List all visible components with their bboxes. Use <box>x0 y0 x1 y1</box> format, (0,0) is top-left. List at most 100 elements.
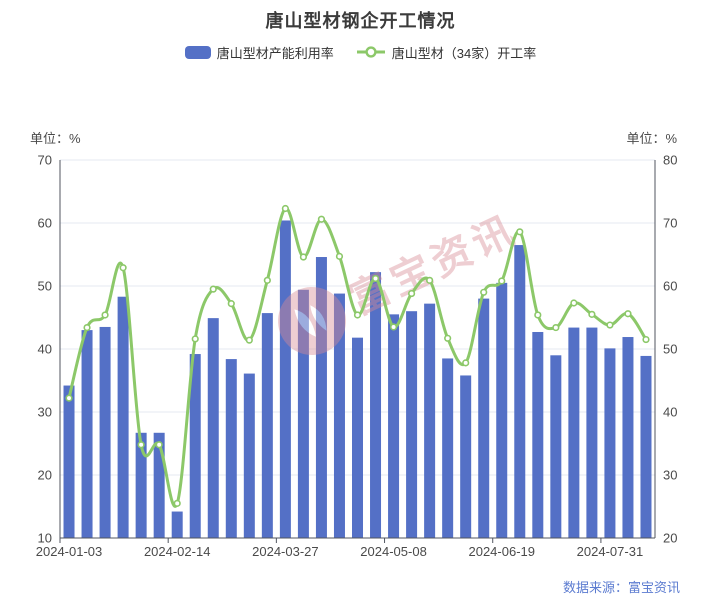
line-point[interactable] <box>245 336 253 344</box>
left-axis-tick-label: 70 <box>38 153 52 168</box>
watermark-logo-icon <box>278 287 346 355</box>
line-point[interactable] <box>299 253 308 261</box>
line-series <box>67 206 648 508</box>
line-point[interactable] <box>570 299 578 307</box>
line-point[interactable] <box>444 334 452 342</box>
line-point[interactable] <box>498 277 506 285</box>
line-point[interactable] <box>281 204 289 213</box>
bar[interactable] <box>478 298 490 538</box>
bar[interactable] <box>352 337 363 538</box>
bar[interactable] <box>171 511 183 538</box>
bar[interactable] <box>117 296 129 538</box>
line-point[interactable] <box>101 311 109 319</box>
bar[interactable] <box>135 432 147 538</box>
bar[interactable] <box>640 355 652 538</box>
line-point[interactable] <box>263 276 271 284</box>
bar[interactable] <box>496 282 508 538</box>
bar[interactable] <box>207 318 219 538</box>
line-point[interactable] <box>209 285 217 293</box>
legend-item-operating-rate[interactable]: 唐山型材（34家）开工率 <box>356 43 536 62</box>
line-marker-icon <box>356 46 385 58</box>
bar[interactable] <box>442 358 454 538</box>
bar[interactable] <box>225 359 237 538</box>
line-point[interactable] <box>407 289 416 298</box>
line-point[interactable] <box>119 264 127 272</box>
x-axis-tick-label: 2024-02-14 <box>144 544 211 559</box>
watermark-swirl-icon <box>310 305 327 331</box>
line-point[interactable] <box>317 215 326 223</box>
bar[interactable] <box>63 385 75 538</box>
x-axis-tick-label: 2024-03-27 <box>252 544 319 559</box>
bar[interactable] <box>99 326 111 538</box>
bar[interactable] <box>604 348 616 538</box>
bar[interactable] <box>370 272 382 538</box>
line-point[interactable] <box>642 335 650 344</box>
left-axis-tick-label: 30 <box>38 405 52 420</box>
line-point[interactable] <box>516 228 524 236</box>
right-axis-tick-label: 40 <box>663 405 677 420</box>
line-point[interactable] <box>534 311 542 319</box>
bar[interactable] <box>333 293 345 538</box>
line-point[interactable] <box>173 499 181 507</box>
legend-label: 唐山型材产能利用率 <box>216 45 334 61</box>
bar[interactable] <box>315 257 327 538</box>
data-source: 数据来源：富宝资讯 <box>562 580 680 595</box>
left-axis-tick-label: 50 <box>38 279 52 294</box>
bar[interactable] <box>297 289 309 538</box>
right-axis-tick-label: 20 <box>663 531 677 546</box>
right-axis-tick-label: 80 <box>663 153 677 168</box>
x-axis-tick-label: 2024-05-08 <box>360 544 427 559</box>
right-axis-unit: 单位：% <box>626 131 677 146</box>
line-point[interactable] <box>137 441 145 449</box>
bar[interactable] <box>243 373 255 538</box>
line-point[interactable] <box>624 310 632 318</box>
bar[interactable] <box>388 314 400 538</box>
x-axis-tick-label: 2024-01-03 <box>36 544 103 559</box>
chart-legend: 唐山型材产能利用率 唐山型材（34家）开工率 <box>0 43 721 61</box>
line-point[interactable] <box>389 323 398 331</box>
line-point[interactable] <box>155 441 163 449</box>
line-point[interactable] <box>83 323 91 332</box>
line-point[interactable] <box>227 300 235 308</box>
line-point[interactable] <box>191 335 199 343</box>
bar[interactable] <box>568 327 580 538</box>
right-axis-tick-label: 70 <box>663 216 677 231</box>
line-point[interactable] <box>371 274 380 283</box>
right-axis-tick-label: 50 <box>663 342 677 357</box>
bar[interactable] <box>532 331 544 538</box>
left-axis-tick-label: 60 <box>38 216 52 231</box>
line-point[interactable] <box>65 394 73 402</box>
left-axis-unit: 单位：% <box>30 131 81 146</box>
chart-title: 唐山型材钢企开工情况 <box>265 11 456 31</box>
right-axis-tick-label: 60 <box>663 279 677 294</box>
line-point[interactable] <box>606 321 614 329</box>
bar[interactable] <box>550 355 562 538</box>
right-axis-tick-label: 30 <box>663 468 677 483</box>
bar[interactable] <box>424 303 436 538</box>
bar[interactable] <box>514 245 526 539</box>
x-axis-tick-label: 2024-06-19 <box>468 544 535 559</box>
bar[interactable] <box>261 313 273 538</box>
bar[interactable] <box>586 327 598 538</box>
line-point[interactable] <box>480 288 488 296</box>
bar[interactable] <box>622 337 634 538</box>
bar[interactable] <box>460 375 472 538</box>
line-point[interactable] <box>335 252 344 260</box>
legend-label: 唐山型材（34家）开工率 <box>391 45 537 61</box>
line-point[interactable] <box>353 311 362 319</box>
line-point[interactable] <box>462 359 470 367</box>
bar[interactable] <box>81 330 93 538</box>
line-point[interactable] <box>552 323 560 332</box>
bar[interactable] <box>153 432 165 538</box>
left-axis-tick-label: 20 <box>38 468 52 483</box>
bar[interactable] <box>406 311 418 538</box>
watermark-swirl-icon <box>294 309 317 337</box>
bar[interactable] <box>189 354 201 538</box>
line-point[interactable] <box>426 276 434 284</box>
bar[interactable] <box>279 220 291 539</box>
left-axis-tick-label: 40 <box>38 342 52 357</box>
line-point[interactable] <box>588 310 596 318</box>
legend-item-capacity-utilization[interactable]: 唐山型材产能利用率 <box>184 43 334 62</box>
